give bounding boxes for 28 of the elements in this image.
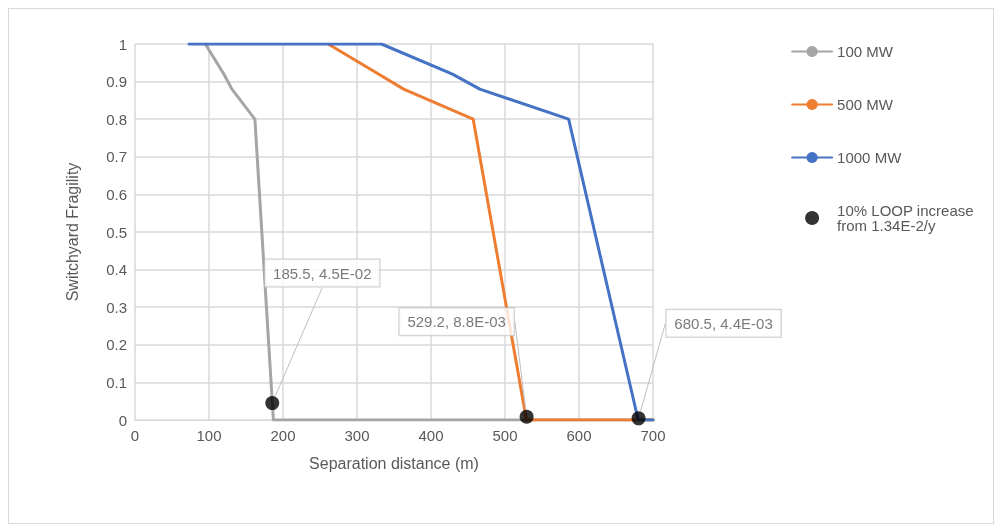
- x-tick-label: 400: [418, 427, 444, 444]
- x-tick-label: 0: [130, 427, 140, 444]
- y-tick-label: 0.9: [106, 73, 127, 91]
- y-tick-label: 0.8: [106, 110, 127, 128]
- y-tick-label: 0: [118, 411, 127, 429]
- y-tick-label: 0.7: [106, 148, 127, 166]
- legend-label: 1000 MW: [837, 149, 903, 166]
- legend-label: 100 MW: [837, 43, 894, 60]
- y-tick-label: 1: [118, 35, 127, 53]
- x-tick-label: 700: [640, 427, 666, 444]
- y-tick-label: 0.2: [106, 336, 127, 354]
- legend-label: 10% LOOP increase from 1.34E-2/y: [837, 202, 978, 234]
- y-tick-label: 0.6: [106, 185, 127, 203]
- x-tick-label: 200: [270, 427, 296, 444]
- data-label: 529.2, 8.8E-03: [407, 313, 506, 331]
- y-tick-label: 0.1: [106, 373, 127, 391]
- legend-label: 500 MW: [837, 96, 894, 113]
- data-label: 680.5, 4.4E-03: [674, 314, 773, 332]
- x-tick-label: 300: [344, 427, 370, 444]
- data-label: 185.5, 4.5E-02: [273, 264, 372, 282]
- y-tick-label: 0.3: [106, 298, 127, 316]
- x-tick-label: 100: [196, 427, 222, 444]
- y-axis-title: Switchyard Fragility: [63, 162, 81, 302]
- x-tick-label: 600: [566, 427, 592, 444]
- x-axis-title: Separation distance (m): [309, 454, 479, 472]
- x-tick-label: 500: [492, 427, 518, 444]
- y-tick-label: 0.5: [106, 223, 127, 241]
- y-tick-label: 0.4: [106, 261, 127, 279]
